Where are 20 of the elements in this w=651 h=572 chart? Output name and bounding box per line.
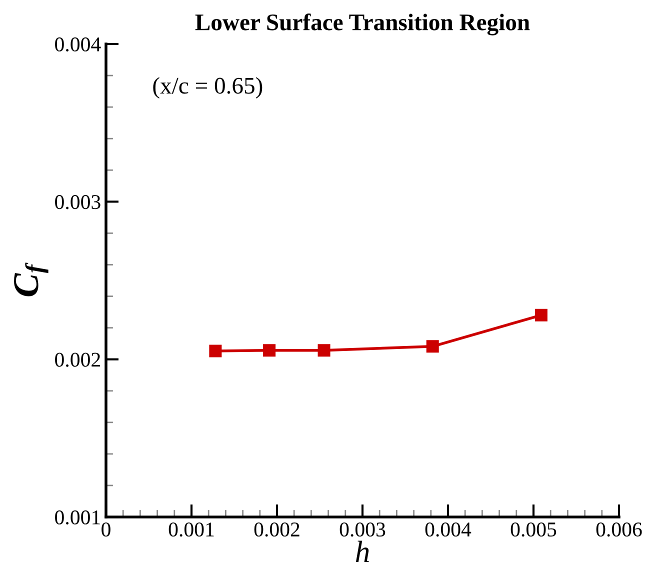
point <box>318 344 330 357</box>
x-tick-label: 0.003 <box>340 522 386 537</box>
point <box>426 340 439 353</box>
x-tick-label: 0.002 <box>254 522 300 537</box>
x-tick-label: 0.005 <box>510 522 556 537</box>
y-tick-label: 0.002 <box>55 352 100 367</box>
point <box>534 308 548 322</box>
y-tick-label: 0.001 <box>55 510 100 525</box>
point <box>263 344 276 357</box>
y-tick-label: 0.003 <box>55 195 100 210</box>
x-tick-label: 0 <box>102 522 110 537</box>
x-tick-label: 0.004 <box>425 522 472 537</box>
x-tick-label: 0.006 <box>596 522 642 537</box>
x-tick-label: 0.001 <box>168 522 214 537</box>
point <box>209 344 222 358</box>
y-axis-title: C$_{f}$ <box>14 262 48 296</box>
annotation: (x/c = 0.65) <box>153 77 262 99</box>
y-tick-label: 0.004 <box>55 37 101 52</box>
chart-title: Lower Surface Transition Region <box>195 13 530 36</box>
x-axis-title: h <box>356 540 369 562</box>
